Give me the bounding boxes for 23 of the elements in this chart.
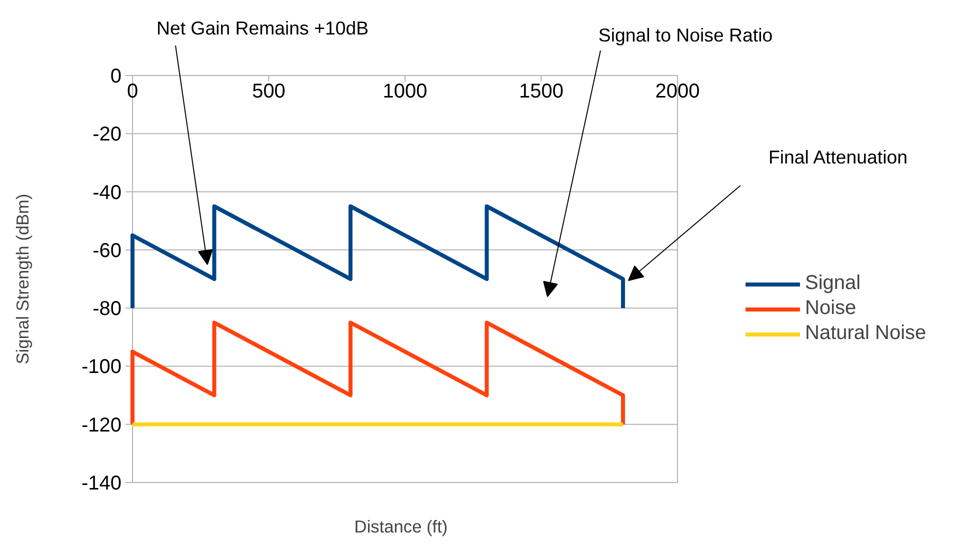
annotation: Net Gain Remains +10dB — [156, 18, 369, 38]
x-tick-label: 500 — [252, 80, 286, 102]
y-tick-label: -140 — [81, 472, 122, 494]
text: Signal to Noise Ratio — [598, 24, 773, 46]
legend-label: Noise — [805, 297, 856, 320]
x-tick-label: 1500 — [519, 80, 564, 102]
y-tick-label: -60 — [92, 240, 122, 262]
y-tick-label: -40 — [92, 182, 122, 204]
x-tick-label: 2000 — [655, 80, 700, 102]
x-tick-label: 0 — [126, 80, 138, 102]
x-tick-label: 1000 — [382, 80, 428, 102]
y-tick-label: -120 — [81, 414, 122, 436]
x-axis-title: Distance (ft) — [354, 516, 448, 536]
y-tick-label: -80 — [92, 298, 122, 320]
legend-label: Signal — [805, 272, 861, 295]
y-tick-label: -20 — [92, 124, 122, 146]
y-axis-title: Signal Strength (dBm) — [12, 194, 32, 364]
line-series — [130, 320, 625, 426]
line-series — [130, 204, 625, 310]
legend-label: Natural Noise — [805, 322, 926, 345]
y-tick-label: -100 — [81, 356, 122, 378]
y-tick-label: 0 — [110, 66, 122, 88]
text: Final Attenuation — [768, 146, 908, 168]
